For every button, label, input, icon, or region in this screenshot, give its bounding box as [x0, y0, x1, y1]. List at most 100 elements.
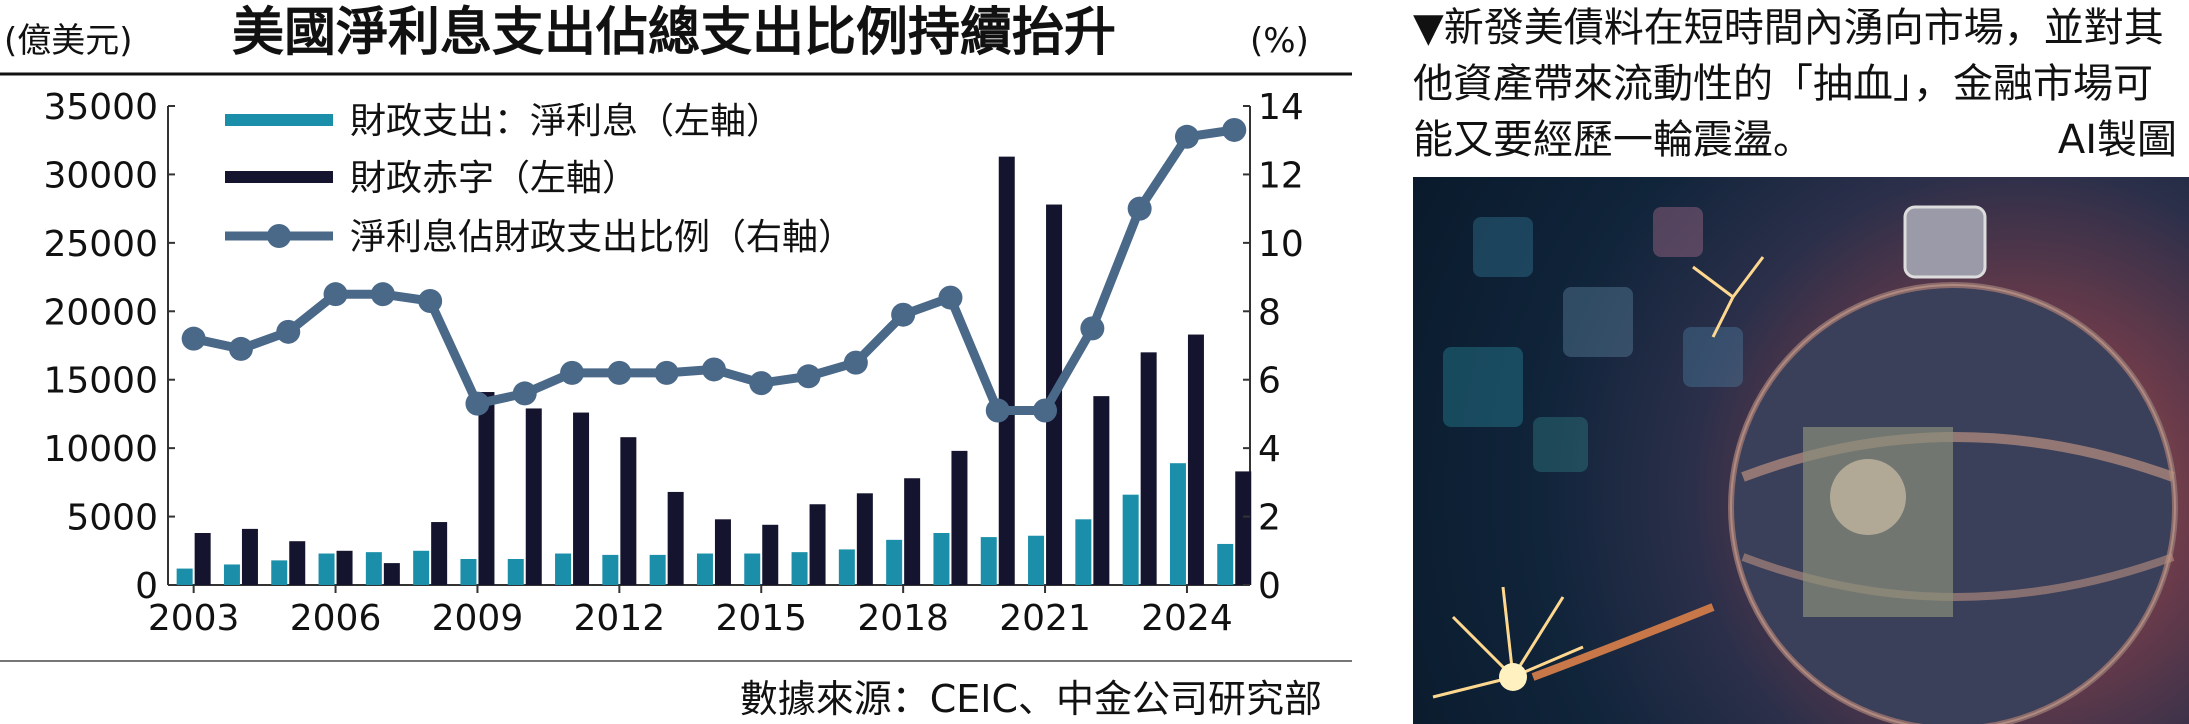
deficit-bar-2006 [336, 550, 353, 585]
deficit-bar-2024 [1187, 334, 1204, 585]
ratio-point-2007 [370, 282, 395, 307]
ratio-point-2021 [1033, 398, 1058, 423]
source-note: 數據來源：CEIC、中金公司研究部 [740, 677, 1322, 721]
ratio-point-2003 [181, 326, 206, 351]
right-y-tick-8: 8 [1258, 292, 1281, 333]
ratio-point-2012 [607, 360, 632, 385]
ratio-point-2014 [701, 357, 726, 382]
x-tick-2018: 2018 [857, 598, 949, 639]
interest-bar-2013 [649, 554, 666, 585]
deficit-bar-2020 [998, 156, 1015, 585]
x-tick-2009: 2009 [432, 598, 524, 639]
bomb-icon [1432, 205, 2178, 724]
interest-bar-2023 [1122, 494, 1139, 585]
x-tick-2015: 2015 [715, 598, 807, 639]
ratio-point-2019 [938, 285, 963, 310]
left-y-tick-labels: 0 5000 10000 15000 20000 25000 30000 35000 [43, 87, 175, 607]
interest-bar-2020 [980, 537, 997, 585]
ratio-point-2009 [465, 391, 490, 416]
left-y-tick-5000: 5000 [66, 498, 158, 539]
x-tick-2024: 2024 [1141, 598, 1233, 639]
ratio-point-2025 [1222, 117, 1247, 142]
ratio-point-2018 [891, 302, 916, 327]
ratio-point-2016 [796, 364, 821, 389]
ratio-point-2013 [654, 360, 679, 385]
legend-label-interest: 財政支出：淨利息（左軸） [350, 101, 782, 142]
interest-bar-2021 [1028, 535, 1045, 585]
chart-figure: (億美元) 美國淨利息支出佔總支出比例持續抬升 (%) 0 5000 10000 15… [0, 3, 1352, 721]
ratio-point-2004 [228, 336, 253, 361]
chart-title: 美國淨利息支出佔總支出比例持續抬升 [232, 3, 1116, 63]
legend-label-deficit: 財政赤字（左軸） [350, 158, 638, 199]
deficit-bar-2010 [525, 408, 542, 585]
interest-bar-2025 [1217, 543, 1234, 585]
ratio-point-2024 [1174, 124, 1199, 149]
ratio-point-2015 [749, 371, 774, 396]
x-tick-2006: 2006 [290, 598, 382, 639]
interest-bar-2003 [176, 568, 193, 585]
deficit-bar-2008 [431, 522, 448, 585]
interest-bar-2012 [602, 554, 619, 585]
ratio-point-2020 [985, 398, 1010, 423]
caption-line-2: 他資產帶來流動性的「抽血」，金融市場可 [1413, 61, 2153, 107]
ratio-point-2017 [843, 350, 868, 375]
bomb-illustration-image [1413, 177, 2189, 724]
deficit-bar-2011 [573, 412, 590, 585]
interest-bar-2015 [744, 553, 761, 585]
deficit-bar-2005 [289, 541, 306, 585]
deficit-bar-2009 [478, 392, 495, 585]
legend-label-ratio: 淨利息佔財政支出比例（右軸） [350, 217, 854, 258]
deficit-bar-2019 [951, 450, 968, 585]
interest-bar-2010 [507, 558, 524, 585]
left-y-tick-30000: 30000 [43, 155, 158, 196]
right-y-tick-6: 6 [1258, 361, 1281, 402]
deficit-bar-2003 [194, 532, 211, 585]
right-y-tick-12: 12 [1258, 155, 1304, 196]
left-axis-unit: (億美元) [4, 21, 133, 61]
x-tick-labels: 2003 2006 2009 2012 2015 2018 2021 2024 [148, 585, 1233, 639]
right-y-tick-0: 0 [1258, 566, 1281, 607]
interest-bar-2024 [1169, 463, 1186, 585]
interest-bar-2011 [555, 553, 572, 585]
ratio-point-2022 [1080, 316, 1105, 341]
x-tick-2012: 2012 [574, 598, 666, 639]
deficit-bar-2012 [620, 437, 637, 585]
deficit-bar-2013 [667, 491, 684, 585]
x-tick-2021: 2021 [999, 598, 1091, 639]
bar-series-group [176, 156, 1252, 585]
left-y-tick-35000: 35000 [43, 87, 158, 128]
ratio-point-2005 [276, 319, 301, 344]
interest-bar-2008 [413, 550, 430, 585]
ratio-point-2011 [560, 360, 585, 385]
deficit-bar-2016 [809, 504, 826, 585]
left-y-tick-20000: 20000 [43, 292, 158, 333]
photo-caption: ▼新發美債料在短時間內湧向市場，並對其 他資產帶來流動性的「抽血」，金融市場可 … [1413, 0, 2183, 168]
ratio-point-2006 [323, 282, 348, 307]
deficit-bar-2004 [241, 528, 258, 585]
left-y-tick-10000: 10000 [43, 429, 158, 470]
ratio-point-2023 [1127, 196, 1152, 221]
right-y-tick-14: 14 [1258, 87, 1304, 128]
right-y-tick-2: 2 [1258, 498, 1281, 539]
left-y-tick-0: 0 [135, 566, 158, 607]
ratio-line-group [181, 117, 1247, 423]
deficit-bar-2017 [856, 493, 873, 585]
caption-line-1: ▼新發美債料在短時間內湧向市場，並對其 [1413, 5, 2164, 51]
right-axis-unit: (%) [1250, 21, 1309, 61]
interest-bar-2006 [318, 553, 335, 585]
deficit-bar-2022 [1093, 396, 1110, 585]
caption-line-3: 能又要經歷一輪震盪。 [1413, 117, 1813, 163]
deficit-bar-2014 [714, 519, 731, 585]
interest-bar-2019 [933, 532, 950, 585]
image-credit: AI製圖 [2057, 117, 2177, 163]
deficit-bar-2023 [1140, 352, 1157, 585]
interest-bar-2004 [223, 564, 240, 585]
right-y-tick-4: 4 [1258, 429, 1281, 470]
interest-bar-2014 [696, 553, 713, 585]
x-tick-2003: 2003 [148, 598, 240, 639]
legend: 財政支出：淨利息（左軸） 財政赤字（左軸） 淨利息佔財政支出比例（右軸） [225, 101, 854, 258]
deficit-bar-2015 [762, 524, 779, 585]
legend-marker-ratio [267, 224, 291, 248]
interest-bar-2009 [460, 558, 477, 585]
right-y-tick-labels: 0 2 4 6 8 10 12 14 [1243, 87, 1304, 607]
